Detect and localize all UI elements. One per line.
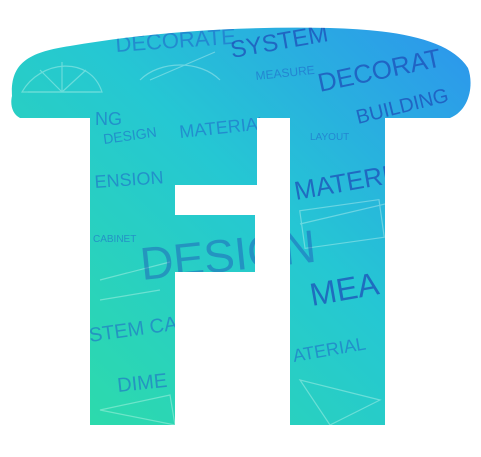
sketch-lines — [20, 51, 386, 425]
texture-word: LAYOUT — [310, 132, 349, 143]
protractor-sketch — [20, 65, 103, 93]
texture-word: MEASURE — [255, 63, 315, 83]
texture-word: CABINET — [93, 234, 136, 245]
ruler-sketch — [299, 203, 386, 225]
texture-word: DESIGN — [102, 124, 157, 147]
texture-word: DIME — [116, 370, 168, 397]
texture-word: NG — [95, 109, 122, 129]
texture-word: ENSION — [94, 167, 164, 192]
